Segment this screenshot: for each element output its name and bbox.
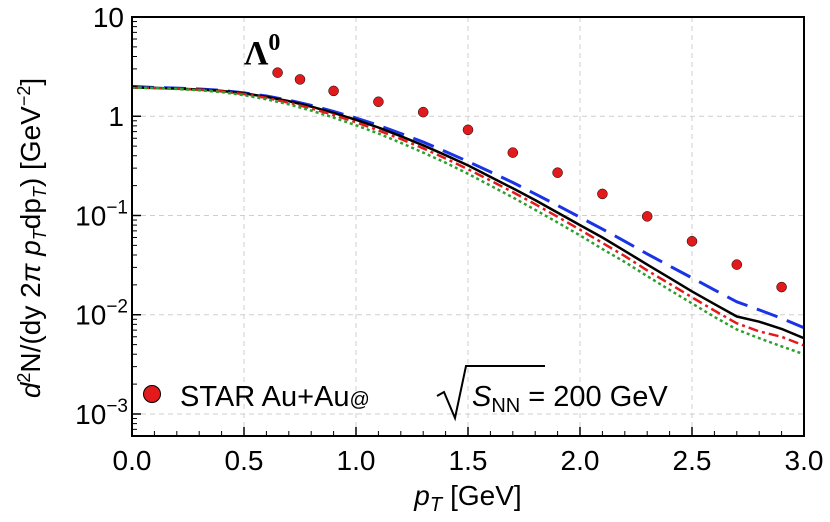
data-point: [686, 236, 698, 247]
y-axis: 10 1 10−1 10−2 10−3: [75, 2, 141, 437]
x-tick-label: 1.0: [337, 445, 376, 476]
data-point: [272, 67, 283, 78]
y-tick-label: 10−1: [75, 197, 128, 231]
x-tick-label: 0.5: [225, 445, 264, 476]
grid: [132, 17, 804, 436]
data-point: [641, 211, 653, 222]
series-line-dash-dot: [132, 86, 804, 347]
data-point: [597, 188, 608, 200]
sqrt-sign-icon: [436, 365, 545, 422]
y-tick-label: 10−2: [75, 297, 128, 331]
particle-annotation: Λ0: [244, 30, 280, 72]
data-point: [417, 106, 429, 118]
y-tick-label: 1: [108, 101, 124, 132]
data-points: [272, 67, 787, 293]
y-axis-label: d2N/(dy 2π pTdpT) [GeV−2]: [14, 78, 50, 398]
x-tick-label: 1.5: [449, 445, 488, 476]
y-tick-label: 10−3: [75, 396, 128, 430]
data-point: [462, 124, 474, 136]
data-point: [776, 281, 787, 293]
data-point: [731, 259, 743, 270]
legend: STAR Au+Au@ SNN = 200 GeV: [143, 365, 668, 422]
series-layer: [132, 84, 804, 356]
data-point: [507, 147, 519, 158]
x-axis: 0.0 0.5 1.0 1.5 2.0 2.5 3.0: [113, 427, 824, 476]
legend-energy: SNN = 200 GeV: [472, 381, 668, 417]
data-point: [294, 74, 306, 85]
data-point: [373, 96, 384, 107]
series-line-dotted: [132, 86, 804, 356]
legend-marker: [143, 385, 161, 403]
data-point: [552, 167, 563, 178]
legend-label: STAR Au+Au@: [180, 381, 370, 413]
y-tick-label: 10: [93, 2, 124, 33]
x-tick-label: 2.5: [673, 445, 712, 476]
x-tick-label: 2.0: [561, 445, 600, 476]
x-tick-label: 0.0: [113, 445, 152, 476]
x-axis-label: pT [GeV]: [413, 480, 521, 516]
x-tick-label: 3.0: [785, 445, 824, 476]
data-point: [328, 85, 339, 97]
